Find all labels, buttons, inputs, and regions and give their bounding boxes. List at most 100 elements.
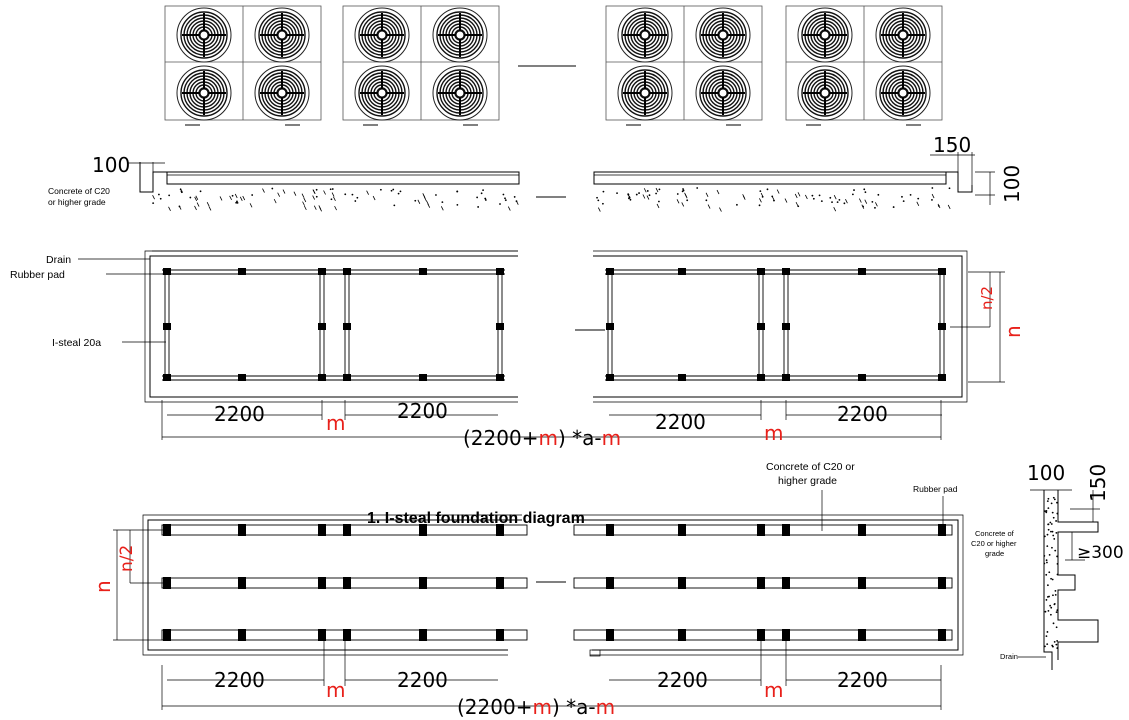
rubber-pad [343,323,351,330]
rubber-pad-label-plan: Rubber pad [10,269,65,281]
rubber-pad [163,374,171,381]
rubber-pad [163,577,171,589]
rubber-pad [496,268,504,275]
concrete-dimensions: 2200 2200 2200 2200 m m (2200+m) *a-m [161,640,942,719]
concrete-top-line2: higher grade [778,475,837,487]
section-hatch [1043,496,1059,649]
rubber-pad [757,629,765,641]
fan-icon [617,7,673,63]
rubber-pad [938,323,946,330]
dim-2200-b: 2200 [397,399,448,423]
section-drain-label: Drain [1000,652,1018,661]
rubber-pad [757,524,765,536]
dim-label-100-left: 100 [92,153,130,177]
rubber-pad [678,577,686,589]
concrete-hatch [152,187,951,212]
fan-unit [342,5,500,126]
rubber-pad [782,577,790,589]
dim-2200-d: 2200 [837,402,888,426]
fan-icon [176,65,232,121]
concrete-top-line1: Concrete of C20 or [766,461,855,473]
dim-label-n-plan: n [1001,325,1025,338]
rubber-pad [343,577,351,589]
rubber-pad [858,374,866,381]
rubber-pad [318,374,326,381]
fan-icon [432,7,488,63]
dim-2200-f: 2200 [397,668,448,692]
total-length-formula: (2200+m) *a-m [463,426,621,450]
rubber-pad [757,323,765,330]
concrete-plan-view: n n/2 [91,514,964,657]
rubber-pad [343,374,351,381]
isteel-label: I-steal 20a [52,337,101,349]
rubber-pad [238,629,246,641]
rubber-pad [318,323,326,330]
fan-icon [875,7,931,63]
dim-label-n-concrete: n [91,580,115,593]
section-concrete-line3: grade [985,549,1004,558]
rubber-pad [858,629,866,641]
dim-m-d: m [764,678,783,702]
rubber-pad [757,374,765,381]
section-detail: 100 150 ≥300 Concrete of C20 or higher g… [971,461,1124,670]
dim-label-n-half-concrete: n/2 [117,545,137,572]
rubber-pad [496,524,504,536]
dim-label-150-top: 150 [933,133,971,157]
concrete-label-line2: or higher grade [48,197,106,207]
rubber-pad [238,374,246,381]
rubber-pad [419,524,427,536]
rubber-pad [938,374,946,381]
rubber-pad [318,629,326,641]
fan-icon [695,65,751,121]
rubber-pad [938,577,946,589]
section-dim-100: 100 [1027,461,1065,485]
rubber-pad [419,374,427,381]
section-concrete-line2: C20 or higher [971,539,1017,548]
rubber-pad [606,629,614,641]
rubber-pad [496,577,504,589]
diagram-title: 1. I-steal foundation diagram [367,510,585,527]
fan-icon [432,65,488,121]
isteel-plan-view: Drain Rubber pad I-steal 20a n/2 n [10,250,1025,403]
fan-unit [785,5,943,126]
rubber-pad [757,577,765,589]
rubber-pad [858,524,866,536]
rubber-pad [318,524,326,536]
concrete-label-line1: Concrete of C20 [48,186,110,196]
rubber-pad [238,577,246,589]
rubber-pad [318,268,326,275]
rubber-pad [782,374,790,381]
fan-icon [797,65,853,121]
rubber-pad [163,323,171,330]
rubber-pad [343,268,351,275]
rubber-pad [678,524,686,536]
dim-label-n-half-plan: n/2 [978,286,996,310]
rubber-pad [419,268,427,275]
rubber-pad [606,524,614,536]
rubber-pad [606,323,614,330]
rubber-pad [938,629,946,641]
fan-icon [354,7,410,63]
rubber-pad [163,629,171,641]
fan-icon [354,65,410,121]
rubber-pad [496,374,504,381]
rubber-pad [496,629,504,641]
rubber-pad [678,629,686,641]
dim-m-c: m [326,678,345,702]
rubber-pad [163,268,171,275]
rubber-pad [496,323,504,330]
rubber-pad [163,524,171,536]
elevation-view: 100 150 100 Concrete of C20 or higher gr… [48,133,1024,212]
rubber-pad [858,577,866,589]
dim-m-a: m [326,411,345,435]
rubber-pad [238,268,246,275]
condenser-fan-units [164,5,943,126]
drain-label: Drain [46,254,71,266]
rubber-pad [343,524,351,536]
rubber-pad [782,268,790,275]
rubber-pad [238,524,246,536]
concrete-strips [161,524,953,641]
fan-icon [254,65,310,121]
isteel-frame [162,268,946,381]
